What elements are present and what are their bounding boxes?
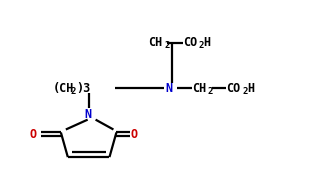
Text: 2: 2	[242, 87, 248, 96]
Text: 2: 2	[208, 87, 213, 96]
Text: )3: )3	[76, 82, 90, 95]
Text: N: N	[165, 82, 172, 95]
Text: (CH: (CH	[53, 82, 74, 95]
Text: 2: 2	[164, 41, 169, 50]
Text: H: H	[204, 36, 211, 49]
Text: H: H	[247, 82, 254, 95]
Text: N: N	[85, 108, 92, 121]
Text: CO: CO	[226, 82, 241, 95]
Text: CH: CH	[192, 82, 206, 95]
Text: CH: CH	[148, 36, 163, 49]
Text: CO: CO	[183, 36, 197, 49]
Text: O: O	[130, 128, 138, 141]
Text: 2: 2	[199, 41, 204, 50]
Text: 2: 2	[71, 87, 76, 96]
Text: O: O	[29, 128, 36, 141]
